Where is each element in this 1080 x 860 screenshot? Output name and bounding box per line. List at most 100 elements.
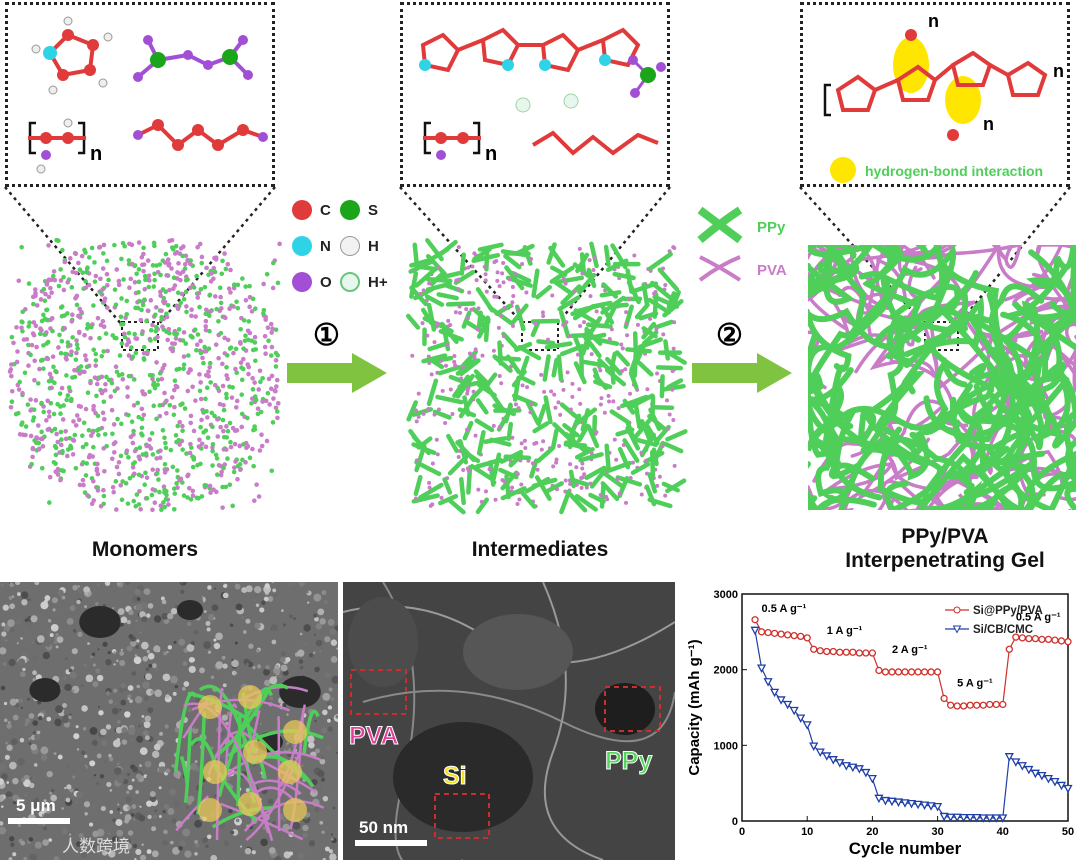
data-point [894, 668, 903, 676]
data-point [776, 696, 786, 705]
data-point [770, 629, 779, 637]
step-2-label: ② [716, 319, 743, 352]
hydrogen-atom-icon [340, 236, 360, 256]
data-point [888, 668, 896, 676]
ppy-legend-icon [697, 206, 743, 244]
y-tick-label: 2000 [714, 665, 738, 677]
data-point [1057, 637, 1066, 645]
data-point [849, 648, 857, 656]
legend-c: C [292, 200, 331, 220]
hbond-legend-text: hydrogen-bond interaction [865, 163, 1043, 179]
data-point [783, 631, 792, 639]
sem-image: 5 μm 人数跨境 [0, 582, 338, 860]
pva-unit: n [28, 118, 102, 174]
data-point [985, 814, 995, 823]
x-tick-label: 50 [1062, 826, 1074, 838]
y-tick-label: 3000 [714, 589, 738, 601]
data-point [991, 814, 1001, 823]
data-point [803, 634, 811, 642]
data-point [940, 694, 948, 703]
data-point [802, 721, 812, 730]
step-1-arrow-icon [287, 353, 387, 393]
plot-frame [741, 593, 1069, 822]
data-point [1011, 758, 1021, 767]
data-point [1005, 645, 1013, 653]
legend-label: Si/CB/CMC [973, 624, 1033, 636]
tem-ppy-label: PPy [604, 747, 653, 776]
legend-o: O [292, 272, 332, 292]
data-point [1043, 774, 1054, 784]
data-point [1064, 638, 1072, 646]
data-point [946, 813, 956, 823]
hbond-legend-marker [830, 157, 856, 183]
data-point [854, 765, 864, 774]
gel-zoom-box: n n n hydrogen-bond interaction [800, 2, 1070, 187]
data-point [828, 756, 838, 765]
data-point [763, 678, 773, 687]
sulfur-atom-icon [340, 200, 360, 220]
monomer-molecules: n [28, 16, 268, 174]
data-point [920, 668, 929, 676]
data-point [841, 762, 851, 771]
data-point [822, 752, 832, 761]
data-point [933, 668, 942, 676]
current-density-annotation: 1 A g⁻¹ [827, 625, 863, 637]
carbon-atom-icon [292, 200, 312, 220]
data-point [946, 701, 955, 709]
step-1-label: ① [313, 319, 340, 352]
svg-text:PPy: PPy [757, 219, 786, 236]
svg-text:n: n [983, 114, 994, 134]
sem-texture [0, 582, 338, 860]
tem-si-label: Si [443, 762, 468, 791]
data-point [933, 802, 943, 812]
monomer-particle-cloud [7, 237, 282, 513]
data-point [823, 647, 831, 656]
pyrrole-molecule [31, 16, 113, 95]
data-point [815, 748, 825, 758]
intermediates-label: Intermediates [471, 538, 609, 561]
data-point [992, 700, 1000, 709]
gel-molecules: n n n hydrogen-bond interaction [823, 11, 1064, 183]
data-point [757, 628, 766, 636]
data-point [1031, 634, 1040, 643]
data-point [751, 616, 759, 624]
data-point [900, 799, 910, 808]
data-point [952, 813, 962, 823]
gel-label: PPy/PVA Interpenetrating Gel [845, 525, 1045, 572]
y-tick-label: 0 [732, 816, 738, 828]
x-tick-label: 10 [801, 826, 813, 838]
tem-scale-label: 50 nm [359, 818, 409, 837]
data-point [880, 796, 891, 806]
data-point [1044, 635, 1053, 644]
data-point [1024, 765, 1034, 775]
data-point [855, 649, 864, 657]
data-point [998, 814, 1008, 823]
data-point [966, 701, 974, 709]
legend-h: H [340, 236, 379, 256]
current-density-annotation: 2 A g⁻¹ [892, 644, 928, 656]
data-point [959, 813, 969, 823]
data-point [868, 649, 877, 657]
legend-s: S [340, 200, 378, 220]
data-point [842, 648, 850, 656]
data-point [796, 714, 806, 723]
y-axis-label: Capacity (mAh g⁻¹) [686, 639, 703, 775]
data-point [893, 798, 904, 807]
data-point [965, 813, 975, 823]
polymer-legend: PPy PVA [697, 206, 787, 282]
data-point [1063, 784, 1073, 794]
oligomer-chain [420, 27, 641, 73]
data-point [973, 701, 981, 709]
legend-label: Si@PPy/PVA [973, 605, 1043, 617]
data-point [881, 668, 890, 676]
intermediate-rod-cloud [405, 238, 688, 515]
data-point [848, 763, 858, 773]
pva-unit-2: n [423, 121, 497, 165]
data-point [836, 648, 844, 656]
data-point [979, 701, 987, 709]
data-point [1025, 634, 1033, 643]
data-point [939, 812, 949, 822]
data-point [797, 632, 805, 641]
data-point [1051, 636, 1059, 644]
gel-network [808, 245, 1076, 510]
